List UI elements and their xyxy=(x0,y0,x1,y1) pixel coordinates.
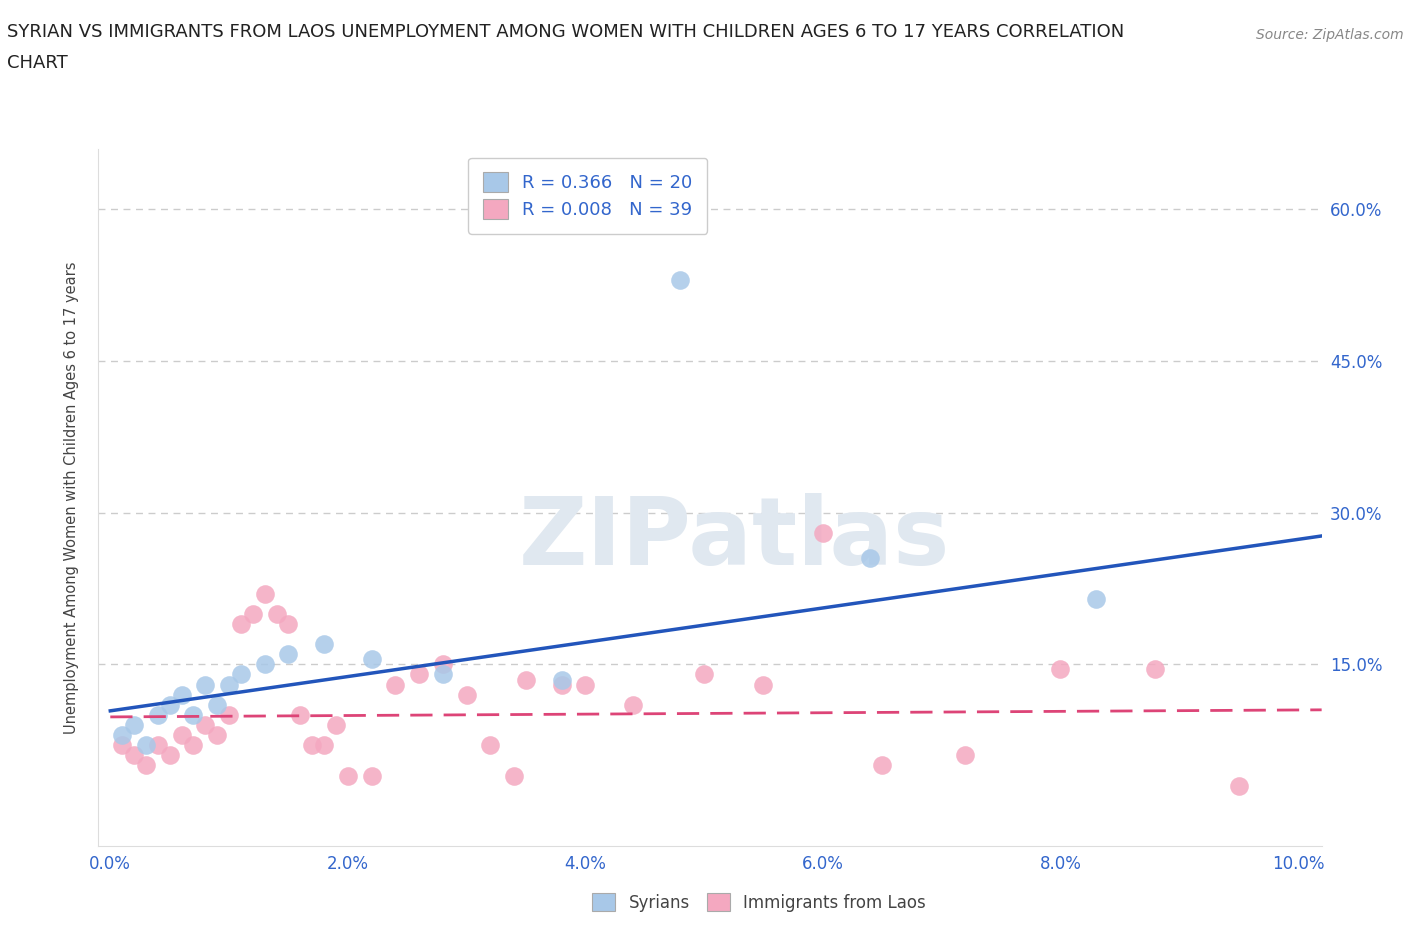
Point xyxy=(205,698,228,712)
Point xyxy=(312,637,335,652)
Point xyxy=(301,737,323,752)
Point xyxy=(135,737,157,752)
Point xyxy=(170,687,193,702)
Point xyxy=(574,677,596,692)
Text: Source: ZipAtlas.com: Source: ZipAtlas.com xyxy=(1256,28,1403,42)
Text: SYRIAN VS IMMIGRANTS FROM LAOS UNEMPLOYMENT AMONG WOMEN WITH CHILDREN AGES 6 TO : SYRIAN VS IMMIGRANTS FROM LAOS UNEMPLOYM… xyxy=(7,23,1125,41)
Point xyxy=(752,677,775,692)
Point xyxy=(242,606,264,621)
Point xyxy=(432,657,454,671)
Point xyxy=(183,737,205,752)
Point xyxy=(1144,662,1167,677)
Point xyxy=(159,698,181,712)
Point xyxy=(1227,778,1250,793)
Point xyxy=(432,667,454,682)
Point xyxy=(408,667,430,682)
Point xyxy=(170,727,193,742)
Point xyxy=(111,737,134,752)
Point xyxy=(277,617,299,631)
Point xyxy=(325,718,347,733)
Point xyxy=(955,748,977,763)
Point xyxy=(218,677,240,692)
Point xyxy=(360,652,382,667)
Point xyxy=(253,586,276,601)
Point xyxy=(550,677,572,692)
Point xyxy=(194,718,217,733)
Point xyxy=(159,748,181,763)
Point xyxy=(122,718,145,733)
Text: CHART: CHART xyxy=(7,54,67,72)
Point xyxy=(205,727,228,742)
Point xyxy=(360,768,382,783)
Point xyxy=(1085,591,1108,606)
Point xyxy=(146,737,169,752)
Point xyxy=(253,657,276,671)
Point xyxy=(183,708,205,723)
Point xyxy=(229,667,252,682)
Point xyxy=(135,758,157,773)
Point xyxy=(859,551,882,565)
Point xyxy=(266,606,288,621)
Point xyxy=(122,748,145,763)
Text: ZIPatlas: ZIPatlas xyxy=(519,494,950,585)
Point xyxy=(456,687,478,702)
Point xyxy=(194,677,217,692)
Point xyxy=(111,727,134,742)
Point xyxy=(1049,662,1071,677)
Point xyxy=(503,768,526,783)
Point xyxy=(229,617,252,631)
Y-axis label: Unemployment Among Women with Children Ages 6 to 17 years: Unemployment Among Women with Children A… xyxy=(65,261,79,734)
Point xyxy=(515,672,537,687)
Point xyxy=(146,708,169,723)
Point xyxy=(218,708,240,723)
Point xyxy=(621,698,644,712)
Point xyxy=(384,677,406,692)
Point xyxy=(336,768,359,783)
Point xyxy=(870,758,893,773)
Point xyxy=(479,737,502,752)
Point xyxy=(693,667,716,682)
Legend: Syrians, Immigrants from Laos: Syrians, Immigrants from Laos xyxy=(585,886,932,918)
Point xyxy=(290,708,312,723)
Point xyxy=(312,737,335,752)
Point xyxy=(669,272,692,287)
Point xyxy=(277,646,299,661)
Point xyxy=(811,525,834,540)
Point xyxy=(550,672,572,687)
